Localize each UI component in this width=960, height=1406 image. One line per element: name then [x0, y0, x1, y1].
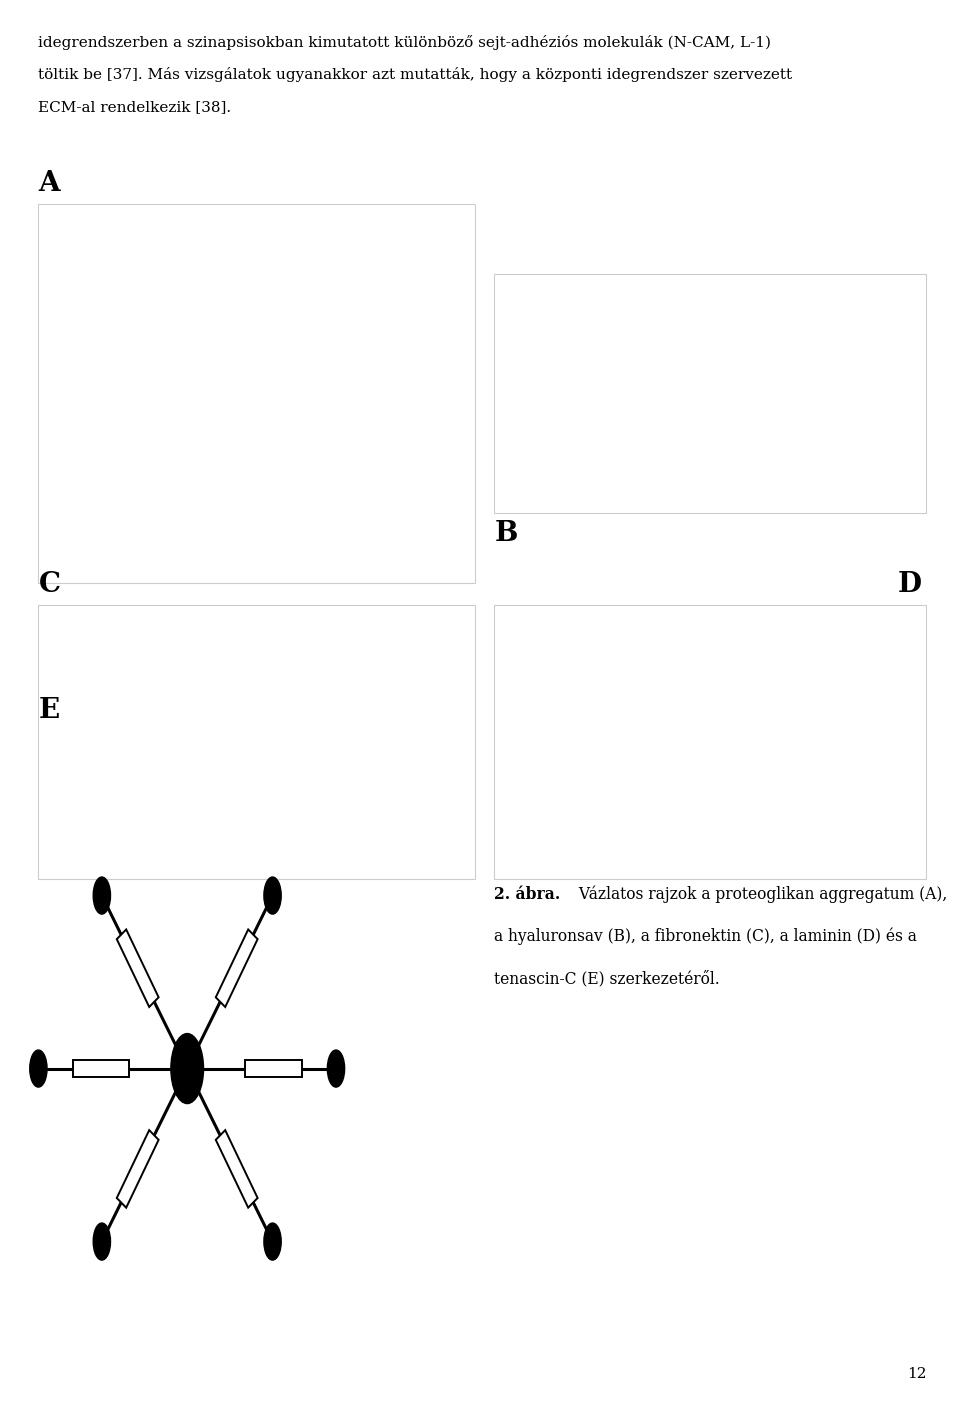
Bar — [73, 1060, 130, 1077]
Text: tenascin-C (E) szerkezetéről.: tenascin-C (E) szerkezetéről. — [494, 970, 720, 987]
Text: A: A — [38, 170, 60, 197]
Bar — [38, 204, 475, 583]
Text: idegrendszerben a szinapsisokban kimutatott különböző sejt-adhéziós molekulák (N: idegrendszerben a szinapsisokban kimutat… — [38, 35, 772, 51]
Text: Vázlatos rajzok a proteoglikan aggregatum (A),: Vázlatos rajzok a proteoglikan aggregatu… — [574, 886, 948, 903]
Text: 2. ábra.: 2. ábra. — [494, 886, 561, 903]
Ellipse shape — [93, 1223, 110, 1260]
Text: D: D — [898, 571, 922, 598]
Ellipse shape — [264, 877, 281, 914]
Text: a hyaluronsav (B), a fibronektin (C), a laminin (D) és a: a hyaluronsav (B), a fibronektin (C), a … — [494, 928, 917, 945]
Ellipse shape — [30, 1050, 47, 1087]
Text: B: B — [494, 520, 517, 547]
Bar — [38, 605, 475, 879]
Bar — [494, 605, 926, 879]
Text: E: E — [38, 697, 60, 724]
Text: töltik be [37]. Más vizsgálatok ugyanakkor azt mutatták, hogy a központi idegren: töltik be [37]. Más vizsgálatok ugyanakk… — [38, 67, 793, 83]
Ellipse shape — [327, 1050, 345, 1087]
Ellipse shape — [171, 1033, 204, 1104]
Bar — [245, 1060, 301, 1077]
Bar — [216, 1130, 257, 1208]
Text: 12: 12 — [907, 1367, 926, 1381]
Text: C: C — [38, 571, 60, 598]
Ellipse shape — [93, 877, 110, 914]
Bar — [494, 274, 926, 513]
Text: ECM-al rendelkezik [38].: ECM-al rendelkezik [38]. — [38, 100, 231, 114]
Bar — [216, 929, 257, 1007]
Bar — [117, 1130, 158, 1208]
Bar — [117, 929, 158, 1007]
Ellipse shape — [264, 1223, 281, 1260]
